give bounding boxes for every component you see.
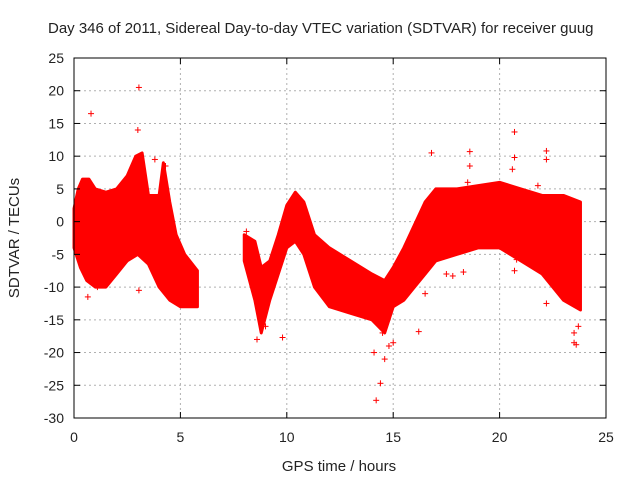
data-point [571, 329, 578, 336]
y-tick-label: 10 [48, 148, 64, 164]
x-tick-labels: 0 5 10 15 20 25 [70, 429, 614, 445]
data-point [464, 179, 471, 186]
data-point [94, 284, 101, 291]
y-tick-label: -25 [44, 377, 64, 393]
y-tick-label: -30 [44, 410, 64, 426]
x-tick-label: 10 [279, 429, 295, 445]
data-point [135, 287, 142, 294]
data-point [381, 356, 388, 363]
y-tick-label: 25 [48, 50, 64, 66]
data-point [543, 156, 550, 163]
data-point [460, 269, 467, 276]
data-point [162, 163, 169, 169]
data-point [134, 127, 141, 133]
data-point [443, 271, 450, 277]
data-point [377, 380, 384, 387]
y-tick-label: 0 [56, 214, 64, 230]
y-tick-label: 5 [56, 181, 64, 197]
axis-ticks [73, 57, 607, 419]
data-point [390, 339, 397, 346]
data-point [513, 256, 520, 263]
data-point [262, 323, 269, 330]
data-point [151, 156, 158, 163]
y-tick-label: 15 [48, 115, 64, 131]
x-tick-label: 25 [598, 429, 614, 445]
data-point [385, 343, 392, 349]
x-tick-label: 5 [177, 429, 185, 445]
y-axis-label: SDTVAR / TECUs [6, 178, 23, 298]
data-point [449, 272, 456, 279]
data-point [466, 163, 473, 169]
data-point [534, 182, 541, 189]
data-point [422, 290, 429, 297]
y-tick-label: -10 [44, 279, 64, 295]
data-point [84, 293, 91, 300]
data-point [135, 84, 142, 91]
data-point [509, 166, 516, 173]
data-bands [72, 151, 582, 335]
data-point [379, 329, 386, 336]
y-tick-labels: -30 -25 -20 -15 -10 -5 0 5 10 15 20 25 [44, 50, 64, 426]
data-point [371, 349, 378, 356]
data-point [88, 110, 95, 117]
outlier-points [84, 84, 582, 404]
chart-title: Day 346 of 2011, Sidereal Day-to-day VTE… [48, 20, 594, 37]
data-band-2 [242, 180, 582, 335]
y-tick-label: -5 [52, 246, 65, 262]
data-point [254, 336, 261, 343]
data-point [511, 128, 518, 135]
x-axis-label: GPS time / hours [282, 458, 396, 475]
y-tick-label: -15 [44, 312, 64, 328]
x-tick-label: 0 [70, 429, 78, 445]
data-point [511, 267, 518, 274]
y-tick-label: 20 [48, 83, 64, 99]
data-point [573, 341, 580, 348]
data-point [511, 154, 518, 161]
data-point [466, 148, 473, 155]
y-tick-label: -20 [44, 345, 64, 361]
data-point [160, 235, 167, 241]
x-tick-label: 15 [385, 429, 401, 445]
x-tick-label: 20 [492, 429, 508, 445]
data-point [279, 334, 286, 341]
plot-frame [73, 57, 607, 419]
data-point [428, 149, 435, 156]
data-point [543, 147, 550, 154]
data-point [243, 228, 250, 235]
data-point [373, 397, 380, 404]
data-point [575, 323, 582, 330]
data-band-1 [72, 151, 199, 309]
data-point [543, 300, 550, 307]
data-point [415, 328, 422, 335]
